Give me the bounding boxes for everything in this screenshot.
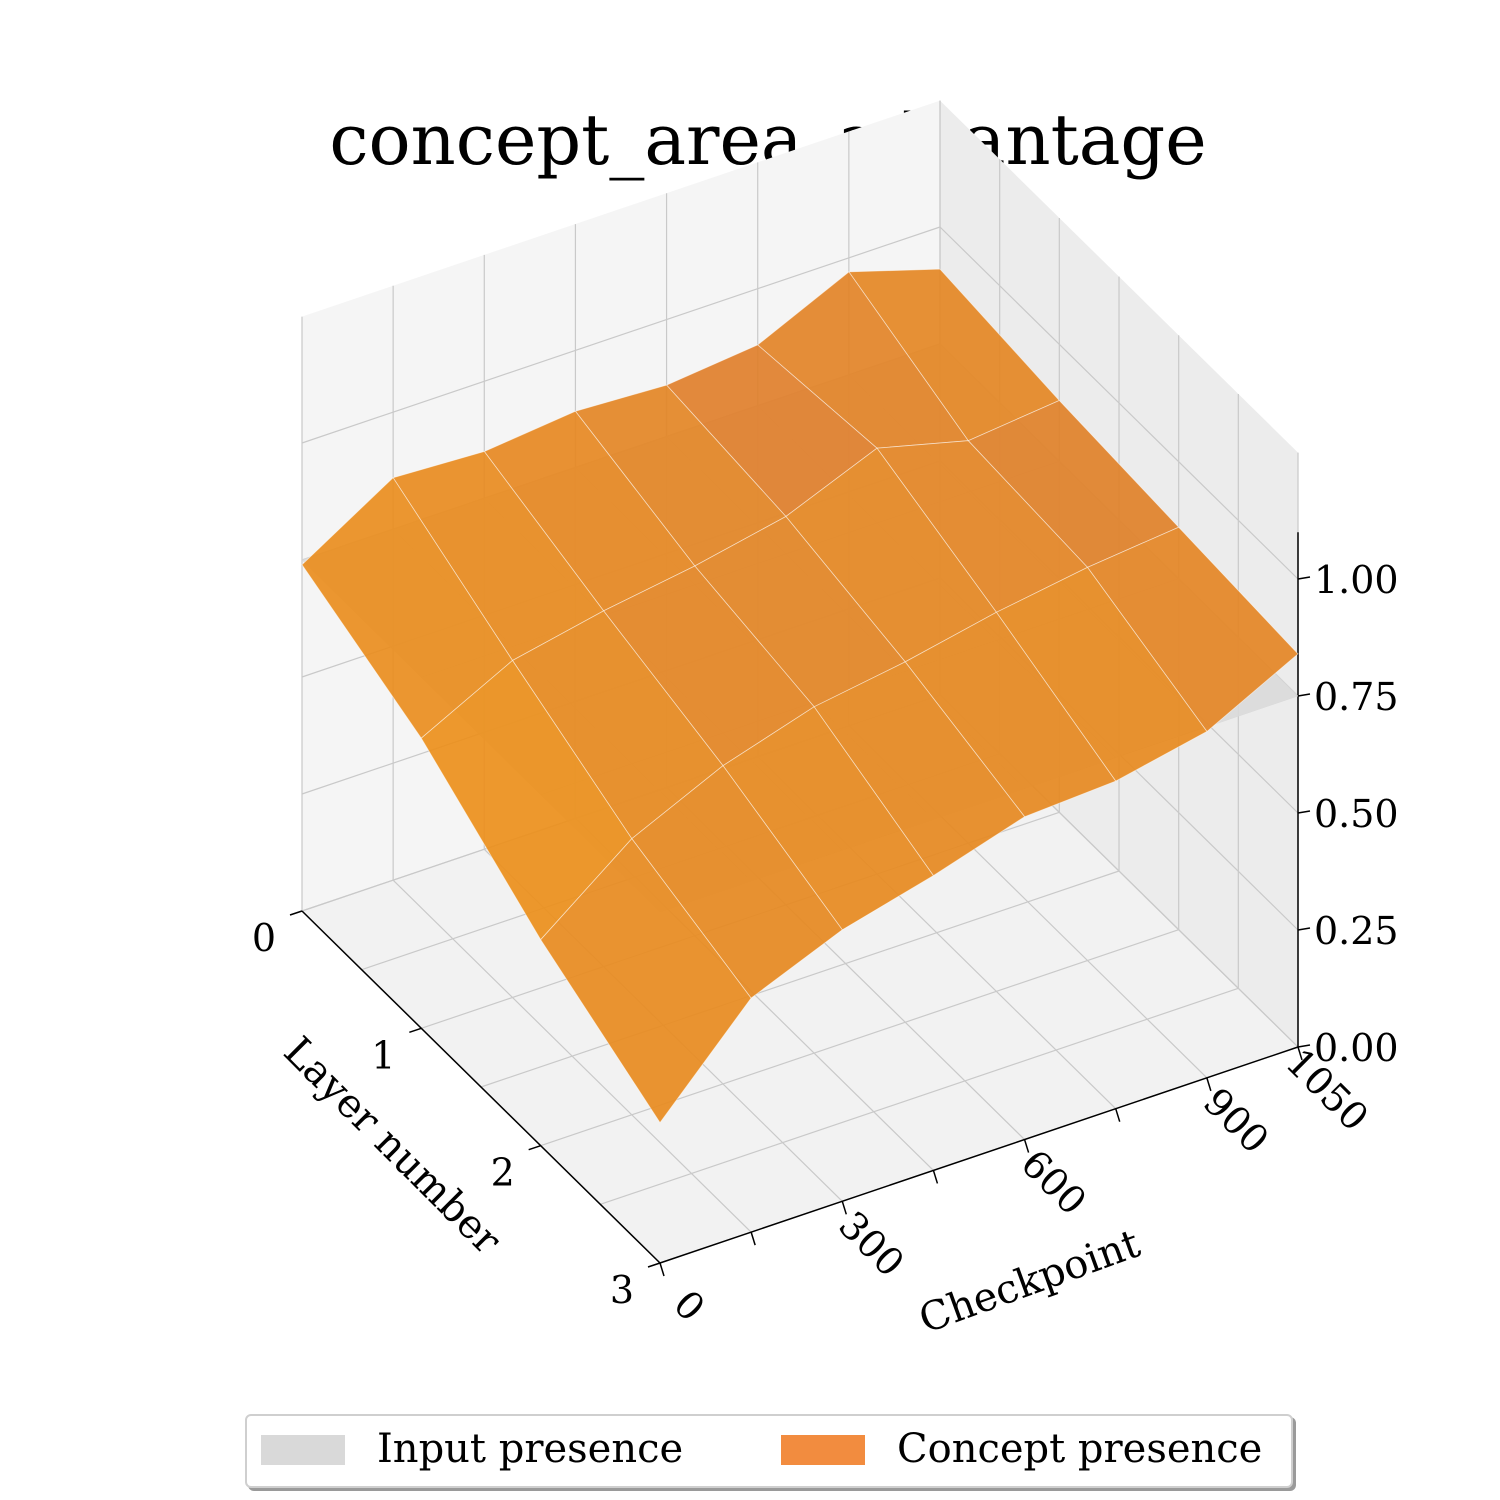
surface-concept-presence [301,268,1299,1124]
surface-patch [540,838,752,1124]
grid-line [600,987,1239,1205]
x-tick-mark [1114,1108,1121,1122]
x-tick-label: 300 [830,1203,912,1285]
y-tick-label: 2 [491,1151,515,1195]
x-axis-line [659,1046,1299,1264]
z-tick-label: 1.00 [1314,558,1399,602]
x-tick-label: 900 [1195,1080,1277,1162]
x-tick-mark [1206,1077,1212,1092]
legend-label-input-presence: Input presence [377,1426,684,1472]
z-tick-label: 0.75 [1314,675,1399,719]
x-tick-label: 600 [1013,1141,1095,1223]
z-tick-label: 0.50 [1314,792,1399,836]
z-tick-label: 0.25 [1314,909,1399,953]
x-tick-mark [1297,1046,1303,1061]
y-axis-line [301,910,661,1264]
x-tick-mark [659,1262,665,1277]
x-tick-mark [932,1170,939,1184]
y-tick-mark [528,1144,541,1151]
z-tick-mark [1297,693,1311,697]
x-axis-label: Checkpoint [913,1221,1146,1343]
y-tick-label: 1 [371,1033,395,1077]
y-tick-mark [289,910,303,916]
axis-lines [289,532,1311,1277]
z-tick-mark [1297,576,1311,580]
legend-swatch-concept-presence [781,1435,865,1465]
grid-line [301,226,941,444]
legend-label-concept-presence: Concept presence [897,1426,1263,1472]
legend-swatch-input-presence [261,1435,345,1465]
x-tick-mark [1023,1139,1030,1153]
y-tick-mark [647,1262,661,1268]
z-tick-label: 0.00 [1314,1026,1399,1070]
y-tick-label: 0 [252,916,276,960]
z-tick-mark [1297,810,1311,814]
legend: Input presence Concept presence [245,1414,1293,1488]
grid-line [939,226,1299,580]
grid-line [480,870,1120,1088]
y-tick-mark [409,1027,422,1034]
y-tick-label: 3 [610,1268,634,1312]
surfaces [301,268,1299,1124]
z-tick-mark [1297,1044,1311,1048]
x-tick-mark [750,1231,756,1246]
grid-line [540,929,1179,1147]
x-tick-label: 0 [665,1282,713,1330]
z-tick-mark [1297,927,1311,931]
x-tick-mark [841,1201,848,1215]
